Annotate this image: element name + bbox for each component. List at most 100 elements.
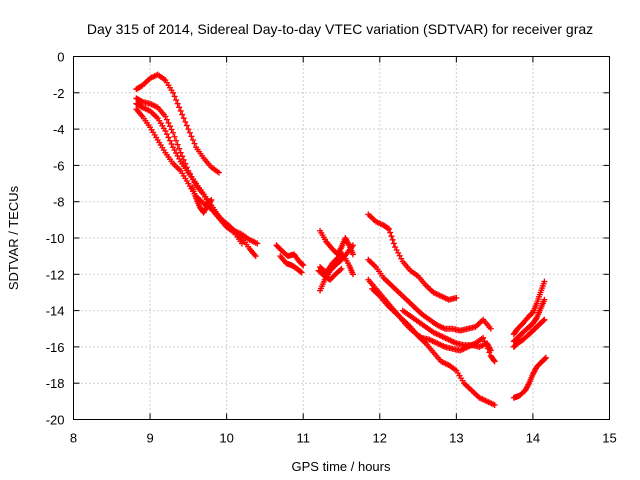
data-point bbox=[162, 127, 169, 134]
y-tick-label: -4 bbox=[53, 122, 65, 137]
series-track-7 bbox=[277, 253, 305, 276]
series-track-20 bbox=[510, 354, 549, 401]
data-point bbox=[300, 262, 307, 269]
y-tick-label: -6 bbox=[53, 158, 65, 173]
data-marks bbox=[133, 71, 549, 408]
data-point bbox=[166, 123, 173, 130]
series-track-17 bbox=[510, 278, 548, 338]
series-track-13 bbox=[365, 256, 494, 334]
data-point bbox=[389, 236, 396, 243]
data-point bbox=[297, 268, 304, 275]
y-tick-labels: 0 -2 -4 -6 -8 -10 -12 -14 -16 -18 -20 bbox=[46, 50, 65, 428]
data-point bbox=[349, 242, 356, 249]
x-tick-label: 12 bbox=[373, 431, 387, 446]
data-point bbox=[183, 122, 190, 129]
series-track-18 bbox=[510, 296, 548, 345]
data-point bbox=[176, 104, 183, 111]
data-point bbox=[388, 233, 395, 240]
data-point bbox=[349, 251, 356, 258]
y-tick-label: -16 bbox=[46, 340, 65, 355]
data-point bbox=[541, 316, 548, 323]
data-point bbox=[337, 266, 344, 273]
data-point bbox=[180, 115, 187, 122]
series-track-15 bbox=[369, 285, 498, 408]
data-point bbox=[487, 325, 494, 332]
data-point bbox=[491, 358, 498, 365]
data-point bbox=[490, 357, 497, 364]
data-point bbox=[542, 355, 549, 362]
data-point bbox=[207, 197, 214, 204]
data-point bbox=[252, 253, 259, 260]
data-point bbox=[338, 265, 345, 272]
data-point bbox=[179, 111, 186, 118]
y-tick-label: -10 bbox=[46, 231, 65, 246]
data-point bbox=[188, 133, 195, 140]
data-point bbox=[480, 334, 487, 341]
series-track-4 bbox=[133, 106, 245, 247]
y-tick-label: -12 bbox=[46, 267, 65, 282]
y-tick-label: -2 bbox=[53, 86, 65, 101]
series-track-5 bbox=[189, 184, 215, 216]
data-point bbox=[238, 240, 245, 247]
data-point bbox=[170, 89, 177, 96]
data-point bbox=[298, 269, 305, 276]
data-point bbox=[541, 296, 548, 303]
y-tick-label: -20 bbox=[46, 413, 65, 428]
x-tick-label: 15 bbox=[602, 431, 616, 446]
data-point bbox=[171, 133, 178, 140]
data-point bbox=[191, 140, 198, 147]
y-tick-label: -14 bbox=[46, 304, 65, 319]
data-point bbox=[453, 294, 460, 301]
data-point bbox=[168, 140, 175, 147]
data-point bbox=[540, 317, 547, 324]
series-track-16 bbox=[399, 307, 494, 354]
series-track-11 bbox=[315, 265, 345, 283]
x-tick-label: 10 bbox=[219, 431, 233, 446]
data-point bbox=[385, 225, 392, 232]
series-track-3 bbox=[133, 100, 259, 260]
ticks bbox=[73, 56, 610, 420]
data-point bbox=[174, 141, 181, 148]
data-point bbox=[384, 225, 391, 232]
series-track-6 bbox=[273, 242, 307, 269]
data-point bbox=[173, 137, 180, 144]
data-point bbox=[176, 145, 183, 152]
series-track-12 bbox=[365, 211, 460, 303]
data-point bbox=[163, 131, 170, 138]
data-point bbox=[254, 240, 261, 247]
y-tick-label: -8 bbox=[53, 195, 65, 210]
data-point bbox=[390, 240, 397, 247]
data-point bbox=[170, 129, 177, 136]
x-tick-label: 11 bbox=[296, 431, 310, 446]
data-point bbox=[138, 98, 145, 105]
data-point bbox=[491, 401, 498, 408]
data-point bbox=[173, 97, 180, 104]
data-point bbox=[182, 118, 189, 125]
series-track-19 bbox=[510, 316, 548, 350]
data-point bbox=[163, 116, 170, 123]
data-point bbox=[174, 100, 181, 107]
grid bbox=[73, 56, 610, 420]
data-point bbox=[487, 347, 494, 354]
x-tick-label: 14 bbox=[526, 431, 540, 446]
data-point bbox=[542, 354, 549, 361]
y-tick-label: -18 bbox=[46, 376, 65, 391]
data-point bbox=[541, 278, 548, 285]
data-point bbox=[162, 113, 169, 120]
data-point bbox=[186, 129, 193, 136]
data-point bbox=[165, 119, 172, 126]
x-tick-label: 9 bbox=[146, 431, 153, 446]
chart-title: Day 315 of 2014, Sidereal Day-to-day VTE… bbox=[87, 21, 593, 37]
data-point bbox=[177, 107, 184, 114]
y-axis-label: SDTVAR / TECUs bbox=[6, 185, 21, 290]
x-tick-label: 8 bbox=[70, 431, 77, 446]
data-point bbox=[349, 271, 356, 278]
x-tick-label: 13 bbox=[449, 431, 463, 446]
data-point bbox=[299, 261, 306, 268]
series-track-1 bbox=[133, 71, 222, 176]
data-point bbox=[180, 156, 187, 163]
data-point bbox=[165, 134, 172, 141]
x-axis-label: GPS time / hours bbox=[292, 459, 391, 474]
y-tick-label: 0 bbox=[57, 50, 64, 65]
